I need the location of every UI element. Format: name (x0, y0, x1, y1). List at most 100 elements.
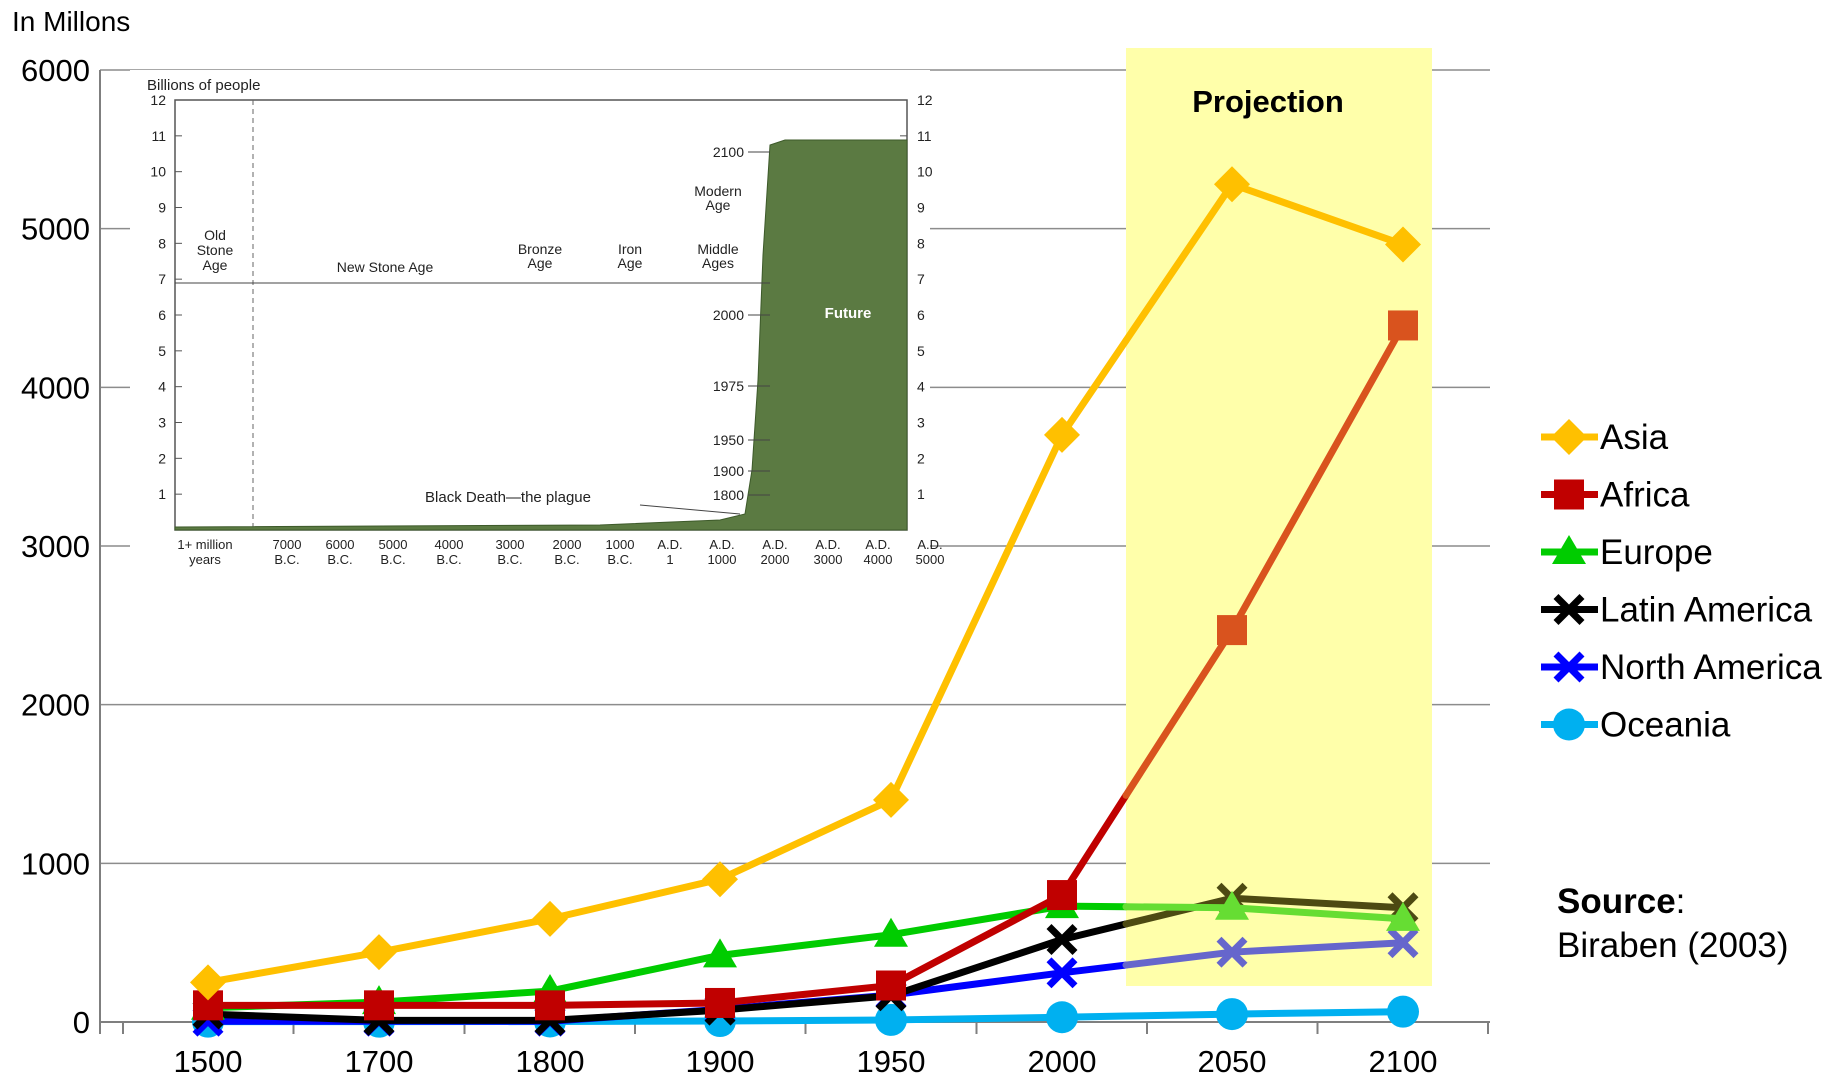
inset-x-label: 1000 (606, 537, 635, 552)
inset-y-tick-left: 2 (158, 450, 166, 466)
inset-y-tick-right: 8 (917, 235, 925, 251)
series-layer (190, 166, 1421, 1038)
inset-x-label: 4000 (864, 552, 893, 567)
inset-era-label: Age (203, 257, 228, 273)
series-segment (716, 982, 895, 1007)
inset-x-label: A.D. (709, 537, 734, 552)
legend-label: North America (1600, 648, 1822, 687)
series-segment (375, 987, 554, 1006)
inset-x-label: B.C. (380, 552, 405, 567)
inset-year-marker: 1900 (713, 463, 744, 479)
series-segment (716, 931, 895, 959)
inset-era-label: Age (528, 255, 553, 271)
legend-item: Europe (1541, 533, 1713, 572)
series-segment-projection (1122, 1010, 1236, 1020)
inset-y-tick-right: 1 (917, 486, 925, 502)
inset-y-tick-right: 3 (917, 415, 925, 431)
y-tick-label: 6000 (21, 53, 90, 88)
series-europe (191, 889, 1420, 1020)
series-segment-projection (1122, 626, 1236, 799)
series-segment (546, 1006, 724, 1024)
inset-y-tick-left: 3 (158, 415, 166, 431)
legend-label: Europe (1600, 533, 1713, 572)
legend-item: Asia (1541, 418, 1669, 457)
legend-item: Oceania (1541, 706, 1731, 745)
data-point (1044, 416, 1080, 453)
data-point (876, 970, 906, 1001)
series-segment-projection (1228, 321, 1407, 634)
data-point (1215, 890, 1249, 920)
data-point (874, 917, 908, 947)
data-point (1216, 998, 1248, 1031)
series-segment (204, 948, 383, 986)
y-tick-label: 1000 (21, 846, 90, 881)
inset-era-label: Iron (618, 241, 642, 257)
inset-era-label: Age (706, 197, 731, 213)
data-point (361, 934, 397, 971)
inset-year-marker: 1800 (713, 487, 744, 503)
inset-x-label: B.C. (497, 552, 522, 567)
x-tick-label: 1950 (857, 1044, 926, 1074)
legend-item: Latin America (1541, 591, 1813, 630)
inset-year-marker: 2100 (713, 144, 744, 160)
inset-y-tick-right: 2 (917, 450, 925, 466)
inset-future-label: Future (825, 305, 872, 322)
inset-year-marker: 1975 (713, 378, 744, 394)
inset-y-tick-left: 7 (158, 271, 166, 287)
data-point (1388, 310, 1418, 341)
inset-x-label: years (189, 552, 221, 567)
series-segment-projection (1228, 939, 1407, 956)
data-point (1387, 927, 1419, 959)
inset-era-label: Middle (697, 241, 738, 257)
inset-y-tick-right: 10 (917, 164, 933, 180)
y-axis-ticks: 0 1000 2000 3000 4000 5000 6000 (21, 53, 90, 1040)
series-segment (546, 951, 724, 995)
x-tick-label: 2100 (1369, 1044, 1438, 1074)
data-point (1047, 880, 1077, 911)
legend-label: Oceania (1600, 706, 1731, 745)
inset-x-label: 1 (666, 552, 673, 567)
inset-y-tick-left: 12 (150, 92, 166, 108)
inset-x-label: B.C. (607, 552, 632, 567)
legend-swatch-marker (1551, 419, 1587, 455)
series-segment (887, 1013, 1066, 1024)
inset-x-label: B.C. (274, 552, 299, 567)
source-label: Source (1557, 882, 1676, 921)
inset-x-label: A.D. (762, 537, 787, 552)
series-segment (546, 875, 724, 923)
inset-year-marker: 2000 (713, 307, 744, 323)
series-segment (887, 891, 1066, 990)
legend-label: Latin America (1600, 591, 1813, 630)
data-point (1385, 226, 1421, 263)
series-segment (1058, 791, 1130, 899)
inset-x-label: A.D. (657, 537, 682, 552)
data-point-stroke (1387, 927, 1419, 959)
data-point (1046, 957, 1078, 989)
inset-y-tick-left: 4 (158, 379, 166, 395)
inset-y-tick-left: 6 (158, 307, 166, 323)
data-point (190, 964, 226, 1001)
x-tick-label: 1900 (686, 1044, 755, 1074)
data-point-stroke (1216, 936, 1248, 968)
legend-label: Asia (1600, 418, 1669, 457)
inset-y-tick-right: 12 (917, 92, 933, 108)
inset-y-tick-right: 9 (917, 200, 925, 216)
inset-annotation-line (639, 504, 741, 515)
series-segment-projection (1122, 894, 1236, 928)
inset-era-label: Stone (197, 242, 234, 258)
inset-y-tick-left: 10 (150, 164, 166, 180)
inset-era-label: Bronze (518, 241, 563, 257)
inset-x-label: 1000 (708, 552, 737, 567)
projection-band (1126, 48, 1432, 986)
data-point-stroke (1046, 924, 1078, 955)
data-point (875, 1003, 907, 1036)
data-point (532, 900, 568, 937)
inset-x-label: A.D. (917, 537, 942, 552)
y-tick-label: 3000 (21, 529, 90, 564)
inset-x-label: 5000 (916, 552, 945, 567)
legend-swatch-marker (1554, 479, 1584, 510)
y-tick-label: 4000 (21, 370, 90, 405)
data-point (1046, 924, 1078, 955)
legend-swatch-marker (1553, 708, 1585, 741)
inset-x-label: 2000 (761, 552, 790, 567)
